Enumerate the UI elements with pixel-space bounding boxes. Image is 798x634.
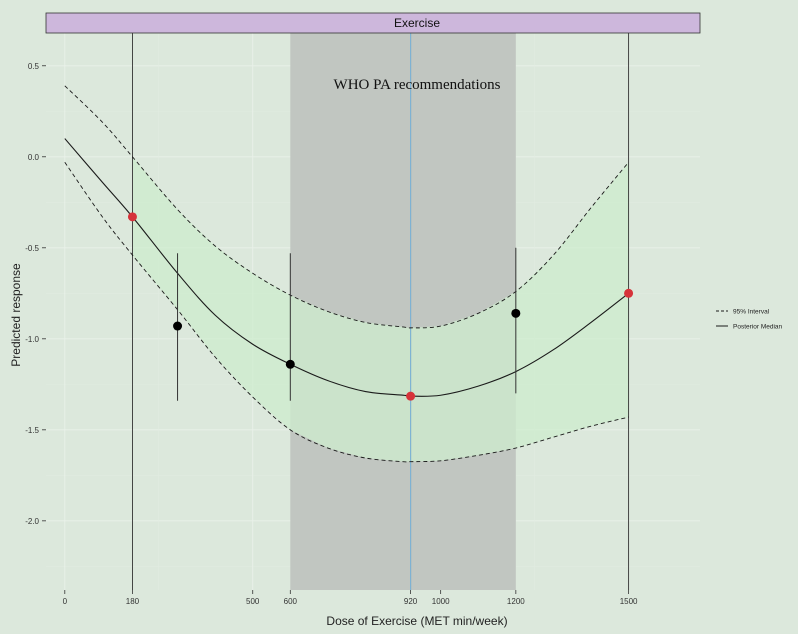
facet-strip-background <box>45 12 701 34</box>
x-tick-label: 1200 <box>507 597 525 606</box>
y-tick-label: 0.0 <box>28 153 40 162</box>
posterior-median-line <box>64 138 629 397</box>
legend-label: Posterior Median <box>733 324 783 331</box>
data-point-black <box>511 308 521 318</box>
legend: 95% Interval Posterior Median <box>716 309 783 331</box>
data-point-red <box>624 288 634 298</box>
x-tick-label: 1500 <box>620 597 638 606</box>
x-axis-title: Dose of Exercise (MET min/week) <box>326 614 507 628</box>
legend-label: 95% Interval <box>733 309 770 316</box>
interval-upper-line <box>64 85 629 329</box>
x-tick-label: 1000 <box>432 597 450 606</box>
facet-strip-label: Exercise <box>394 16 440 30</box>
data-point-red <box>127 212 137 222</box>
data-point-black <box>285 359 295 369</box>
x-tick-label: 500 <box>246 597 260 606</box>
y-axis-title: Predicted response <box>9 263 23 367</box>
y-tick-label: -1.5 <box>25 426 39 435</box>
facet-strip: Exercise <box>45 12 701 34</box>
data-point-red <box>406 391 416 401</box>
data-point-black <box>173 321 183 331</box>
x-axis: 0 180 500 600 920 1000 1200 1500 <box>63 590 638 606</box>
y-tick-label: -1.0 <box>25 335 39 344</box>
x-tick-label: 0 <box>63 597 68 606</box>
y-tick-label: -2.0 <box>25 517 39 526</box>
who-annotation: WHO PA recommendations <box>334 77 501 93</box>
y-tick-label: 0.5 <box>28 62 40 71</box>
x-tick-label: 180 <box>126 597 140 606</box>
y-axis: 0.5 0.0 -0.5 -1.0 -1.5 -2.0 <box>25 62 46 526</box>
plot-panel <box>46 33 700 590</box>
credible-interval-ribbon <box>132 156 629 462</box>
x-tick-label: 920 <box>404 597 418 606</box>
y-tick-label: -0.5 <box>25 244 39 253</box>
x-tick-label: 600 <box>284 597 298 606</box>
